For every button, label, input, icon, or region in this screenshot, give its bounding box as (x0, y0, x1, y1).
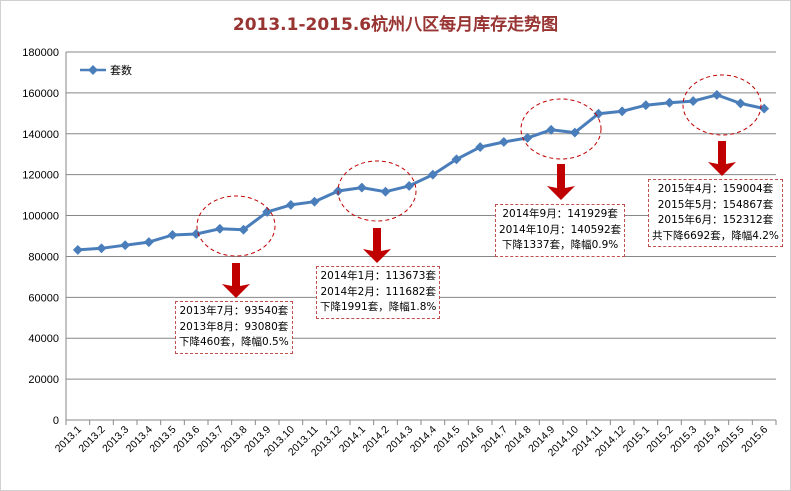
data-point (522, 132, 533, 143)
x-axis-labels: 2013.12013.22013.32013.42013.52013.62013… (53, 424, 771, 459)
data-point (285, 199, 296, 210)
y-tick-label: 60000 (28, 292, 59, 304)
data-point (143, 237, 154, 248)
data-point (238, 224, 249, 235)
data-point (688, 96, 699, 107)
data-point (546, 124, 557, 135)
data-point (711, 89, 722, 100)
annotation-line: 下降1991套，降幅1.8% (320, 301, 437, 313)
annotation-box: 2013年7月：93540套 2013年8月：93080套 下降460套，降幅0… (175, 301, 293, 354)
y-tick-label: 80000 (28, 251, 59, 263)
annotation-box: 2014年1月：113673套 2014年2月：111682套 下降1991套，… (316, 266, 441, 319)
data-point (475, 142, 486, 153)
highlight-ellipse (196, 195, 276, 257)
data-point (72, 244, 83, 255)
chart-title: 2013.1-2015.6杭州八区每月库存走势图 (232, 15, 559, 35)
y-axis-labels: 0 20000 40000 60000 80000 100000 120000 140000 1… (22, 47, 59, 427)
annotation-line: 2014年9月：141929套 (502, 208, 618, 220)
y-tick-label: 40000 (28, 333, 59, 345)
y-tick-label: 20000 (28, 374, 59, 386)
down-arrow (547, 164, 575, 200)
down-arrow (708, 141, 736, 176)
annotation-line: 2013年8月：93080套 (179, 320, 289, 333)
annotation-line: 2015年5月：154867套 (657, 198, 774, 211)
annotation-line: 2015年4月：159004套 (657, 183, 774, 195)
highlight-ellipse (682, 74, 762, 136)
annotation-line: 2014年1月：113673套 (320, 270, 436, 282)
annotation-line: 2015年6月：152312套 (657, 214, 774, 226)
data-point (664, 97, 675, 108)
data-point (617, 106, 628, 117)
y-tick-label: 120000 (22, 170, 59, 182)
legend-marker (88, 65, 98, 75)
down-arrow (222, 263, 250, 298)
data-point (214, 223, 225, 234)
annotation-line: 2014年10月：140592套 (499, 223, 622, 236)
data-point (451, 154, 462, 165)
y-tick-label: 160000 (22, 88, 59, 100)
data-point (96, 243, 107, 254)
annotation-box: 2015年4月：159004套 2015年5月：154867套 2015年6月：… (648, 179, 783, 247)
data-point (309, 196, 320, 207)
data-point (427, 169, 438, 180)
annotation-line: 2014年2月：111682套 (320, 285, 436, 298)
axes (65, 52, 777, 425)
x-tick-label: 2015.6 (739, 424, 770, 455)
data-point (191, 229, 202, 239)
annotation-line: 共下降6692套，降幅4.2% (652, 229, 779, 242)
data-point (735, 98, 746, 109)
legend: 套数 (80, 64, 132, 77)
highlight-group (196, 74, 762, 298)
data-point (262, 206, 273, 217)
highlight-ellipse (520, 98, 602, 160)
y-tick-label: 100000 (22, 211, 59, 223)
data-point (120, 240, 131, 251)
highlight-ellipse (337, 160, 417, 222)
y-tick-label: 0 (53, 415, 59, 427)
data-point (356, 182, 367, 193)
data-point (380, 186, 391, 197)
data-point (498, 137, 509, 147)
y-tick-label: 140000 (22, 129, 59, 141)
data-point (167, 230, 178, 240)
data-point (640, 100, 651, 111)
legend-label: 套数 (110, 64, 132, 77)
data-point (593, 108, 604, 119)
y-tick-label: 180000 (22, 47, 59, 59)
down-arrow (363, 228, 391, 263)
series-group (72, 89, 770, 255)
data-point (404, 180, 415, 191)
annotation-line: 下降1337套，降幅0.9% (501, 239, 619, 251)
annotation-line: 2013年7月：93540套 (179, 305, 289, 317)
data-point (759, 103, 770, 114)
annotation-box: 2014年9月：141929套 2014年10月：140592套 下降1337套… (495, 204, 626, 257)
annotation-line: 下降460套，降幅0.5% (179, 336, 289, 348)
